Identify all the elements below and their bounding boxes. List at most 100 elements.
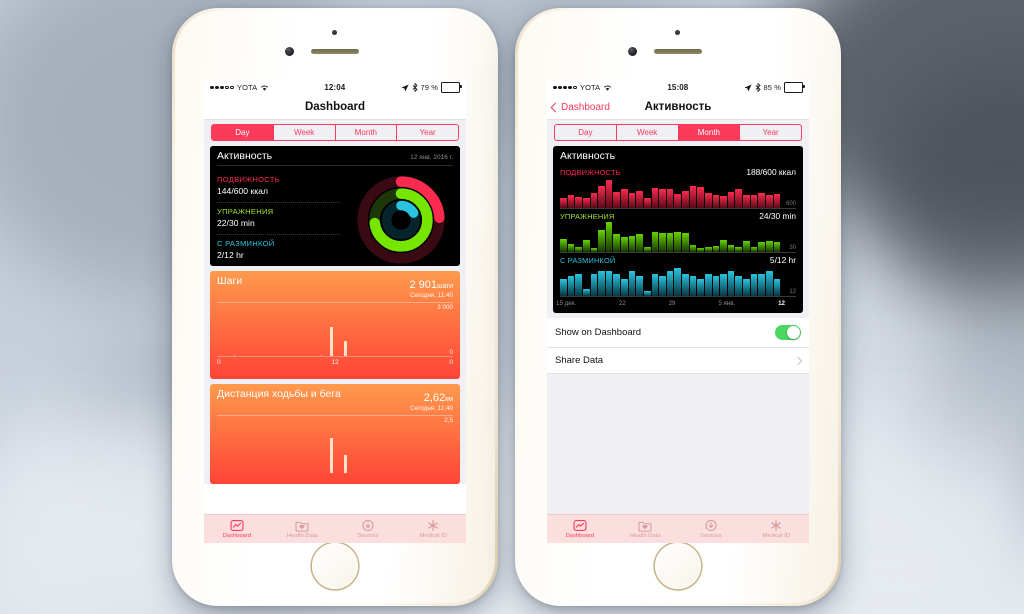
battery-percent-label: 85 % <box>763 83 781 92</box>
stand-axis-max: 12 <box>789 289 796 295</box>
status-time: 15:08 <box>667 83 689 92</box>
segment-year[interactable]: Year <box>419 128 436 137</box>
bar <box>682 190 689 208</box>
bar <box>605 180 613 208</box>
steps-value-row: 2 901шаги <box>409 279 453 291</box>
bar <box>765 271 773 296</box>
bar <box>659 233 666 252</box>
tab-medical-id[interactable]: Medical ID <box>744 515 810 543</box>
bar <box>727 271 735 296</box>
home-button[interactable] <box>312 543 358 589</box>
activity-metrics-list: ПОДВИЖНОСТЬ 144/600 ккал УПРАЖНЕНИЯ 22/3… <box>210 166 347 266</box>
bar <box>758 193 765 208</box>
segment-week[interactable]: Week <box>274 125 336 140</box>
period-segmented-control-left[interactable]: Day Week Month Year <box>211 124 459 141</box>
steps-x-axis: 0 12 0 <box>210 357 460 370</box>
status-right-group: 85 % <box>743 82 805 93</box>
battery-icon <box>441 82 462 93</box>
bar <box>590 193 598 208</box>
metric-exercise: УПРАЖНЕНИЯ 22/30 min <box>217 203 340 234</box>
status-left-group: YOTA <box>210 83 269 92</box>
bar <box>560 197 567 208</box>
section-exercise: УПРАЖНЕНИЯ 24/30 min 30 <box>553 209 803 253</box>
activity-card-left[interactable]: Активность 12 янв. 2016 г. ПОДВИЖНОСТЬ 1… <box>210 146 460 266</box>
bar <box>605 271 613 296</box>
signal-strength-icon <box>553 85 577 90</box>
metric-move-value: 144/600 ккал <box>217 186 268 196</box>
segment-week[interactable]: Week <box>617 125 679 140</box>
segment-day[interactable]: Day <box>212 125 274 140</box>
activity-detail-scroll[interactable]: Активность ПОДВИЖНОСТЬ 188/600 ккал 600 … <box>547 146 809 313</box>
back-button[interactable]: Dashboard <box>550 101 610 113</box>
back-button-label: Dashboard <box>561 101 610 113</box>
steps-card-title: Шаги <box>217 275 243 287</box>
bar <box>605 222 613 252</box>
bar <box>628 271 636 296</box>
section-exercise-value: 24/30 min <box>759 211 796 221</box>
bar <box>704 246 712 252</box>
move-axis-max: 600 <box>785 201 796 207</box>
tab-label: Medical ID <box>419 533 447 539</box>
bluetooth-icon <box>412 83 418 92</box>
bar <box>697 278 704 296</box>
segment-month[interactable]: Month <box>336 125 398 140</box>
tab-dashboard[interactable]: Dashboard <box>547 515 613 543</box>
activity-card-title: Активность <box>560 150 616 162</box>
tab-bar-right[interactable]: Dashboard Health Data Sources <box>547 514 809 543</box>
period-segmented-control-right[interactable]: Day Week Month Year <box>554 124 802 141</box>
dashboard-scroll-left[interactable]: Активность 12 янв. 2016 г. ПОДВИЖНОСТЬ 1… <box>204 146 466 484</box>
bar <box>666 189 674 208</box>
battery-icon <box>784 82 805 93</box>
sources-download-icon <box>362 519 374 532</box>
home-button[interactable] <box>655 543 701 589</box>
divider <box>217 415 453 416</box>
toggle-knob <box>787 326 800 339</box>
tab-health-data[interactable]: Health Data <box>270 515 336 543</box>
bar <box>682 233 689 252</box>
bar <box>598 230 605 252</box>
activity-card-title: Активность <box>217 150 273 162</box>
activity-card-right[interactable]: Активность ПОДВИЖНОСТЬ 188/600 ккал 600 … <box>553 146 803 313</box>
segment-month[interactable]: Month <box>678 125 741 140</box>
tab-sources[interactable]: Sources <box>678 515 744 543</box>
row-show-on-dashboard[interactable]: Show on Dashboard <box>547 318 809 348</box>
bar <box>590 273 598 296</box>
steps-card[interactable]: Шаги 2 901шаги Сегодня, 11:40 3 000 0 <box>210 271 460 379</box>
settings-list: Show on Dashboard Share Data <box>547 318 809 374</box>
bar <box>704 193 712 208</box>
bar <box>659 188 666 208</box>
bar <box>765 240 773 252</box>
tab-sources[interactable]: Sources <box>335 515 401 543</box>
bar <box>575 246 582 252</box>
divider <box>217 302 453 303</box>
steps-y-min-label: 0 <box>449 348 453 356</box>
section-move-label: ПОДВИЖНОСТЬ <box>560 168 621 177</box>
segment-day[interactable]: Day <box>555 125 617 140</box>
bar <box>773 278 781 296</box>
bar <box>666 271 674 296</box>
activity-card-header: Активность 12 янв. 2016 г. <box>210 146 460 165</box>
ambient-sensor-icon <box>675 30 680 35</box>
distance-subtitle: Сегодня, 11:40 <box>410 405 453 412</box>
status-left-group: YOTA <box>553 83 612 92</box>
tab-health-data[interactable]: Health Data <box>613 515 679 543</box>
divider <box>217 234 340 235</box>
medical-star-of-life-icon <box>428 520 439 531</box>
segment-year[interactable]: Year <box>762 128 779 137</box>
divider <box>217 165 453 166</box>
tab-bar-left[interactable]: Dashboard Health Data Sources <box>204 514 466 543</box>
row-share-data[interactable]: Share Data <box>547 348 809 374</box>
bar <box>735 189 742 208</box>
show-on-dashboard-toggle[interactable] <box>775 325 801 340</box>
row-label: Share Data <box>555 355 604 366</box>
bar <box>560 278 567 296</box>
metric-stand: С РАЗМИНКОЙ 2/12 hr <box>217 235 340 266</box>
bar <box>743 240 750 252</box>
tab-label: Sources <box>700 533 722 539</box>
tab-medical-id[interactable]: Medical ID <box>401 515 467 543</box>
location-arrow-icon <box>743 83 752 91</box>
segmented-wrap-left: Day Week Month Year <box>204 120 466 146</box>
distance-card[interactable]: Дистанция ходьбы и бега 2,62км Сегодня, … <box>210 384 460 484</box>
tab-dashboard[interactable]: Dashboard <box>204 515 270 543</box>
activity-card-date: 12 янв. 2016 г. <box>410 154 453 161</box>
